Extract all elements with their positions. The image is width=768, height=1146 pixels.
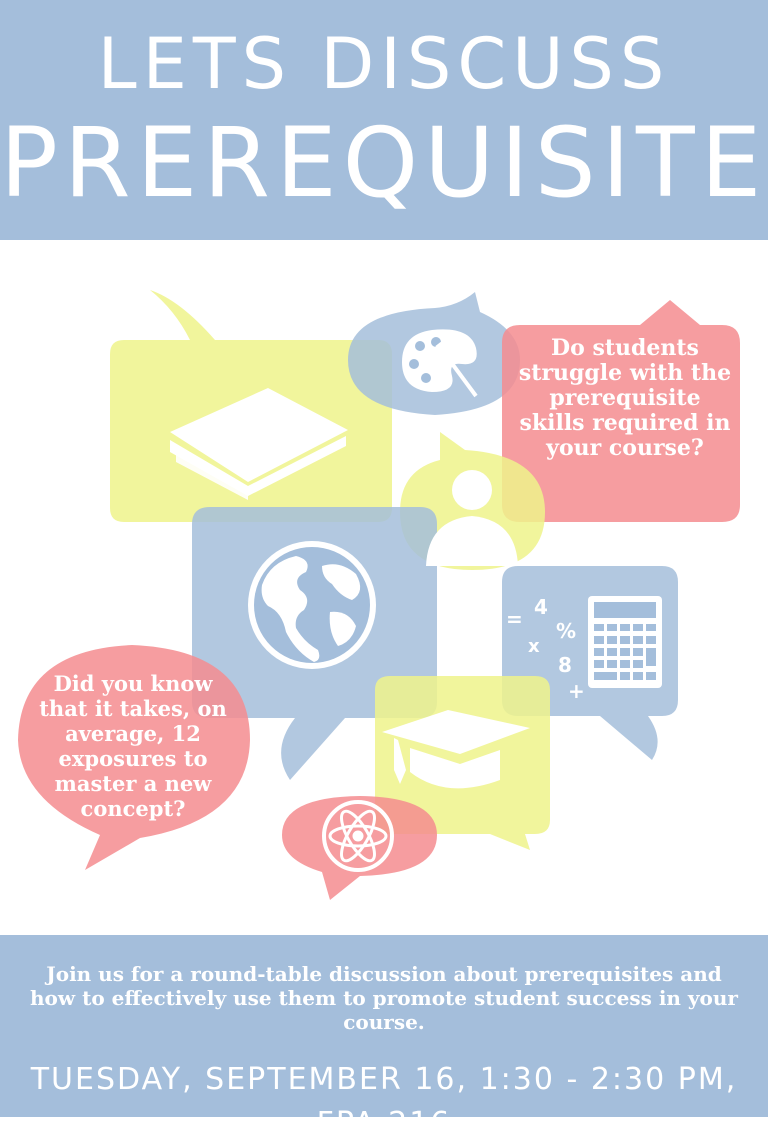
speech-bubble-artwork: = 4 % x 8 +: [18, 290, 740, 900]
calc-times: x: [528, 636, 540, 657]
calc-four: 4: [534, 595, 548, 619]
calculator-symbols: = 4 % x 8 +: [506, 595, 585, 703]
title-line-2: PREREQUISITES: [0, 107, 768, 219]
question-bubble-text-1: Do students struggle with the prerequisi…: [518, 335, 732, 461]
calc-equals: =: [506, 607, 523, 631]
graduation-cap-icon: [382, 710, 530, 789]
red-atom-bubble: [282, 796, 437, 900]
calc-percent: %: [556, 619, 576, 643]
calc-plus: +: [568, 679, 585, 703]
title-line-1: LETS DISCUSS: [97, 23, 671, 105]
header-band: [0, 0, 768, 240]
atom-icon: [322, 800, 394, 872]
red-question-bubble-top: [502, 300, 740, 522]
person-icon: [426, 470, 518, 566]
event-description: Join us for a round-table discussion abo…: [30, 962, 738, 1034]
calc-eight: 8: [558, 653, 572, 677]
red-question-bubble-bottom: [18, 645, 250, 870]
calculator-icon: [588, 596, 662, 688]
question-bubble-text-2: Did you know that it takes, on average, …: [39, 671, 227, 821]
globe-icon: [248, 541, 376, 669]
book-icon: [170, 388, 348, 500]
event-details: TUESDAY, SEPTEMBER 16, 1:30 - 2:30 PM, F…: [30, 1062, 738, 1141]
palette-icon: [402, 329, 478, 398]
footer-band: [0, 935, 768, 1117]
yellow-graduation-bubble: [375, 676, 550, 850]
